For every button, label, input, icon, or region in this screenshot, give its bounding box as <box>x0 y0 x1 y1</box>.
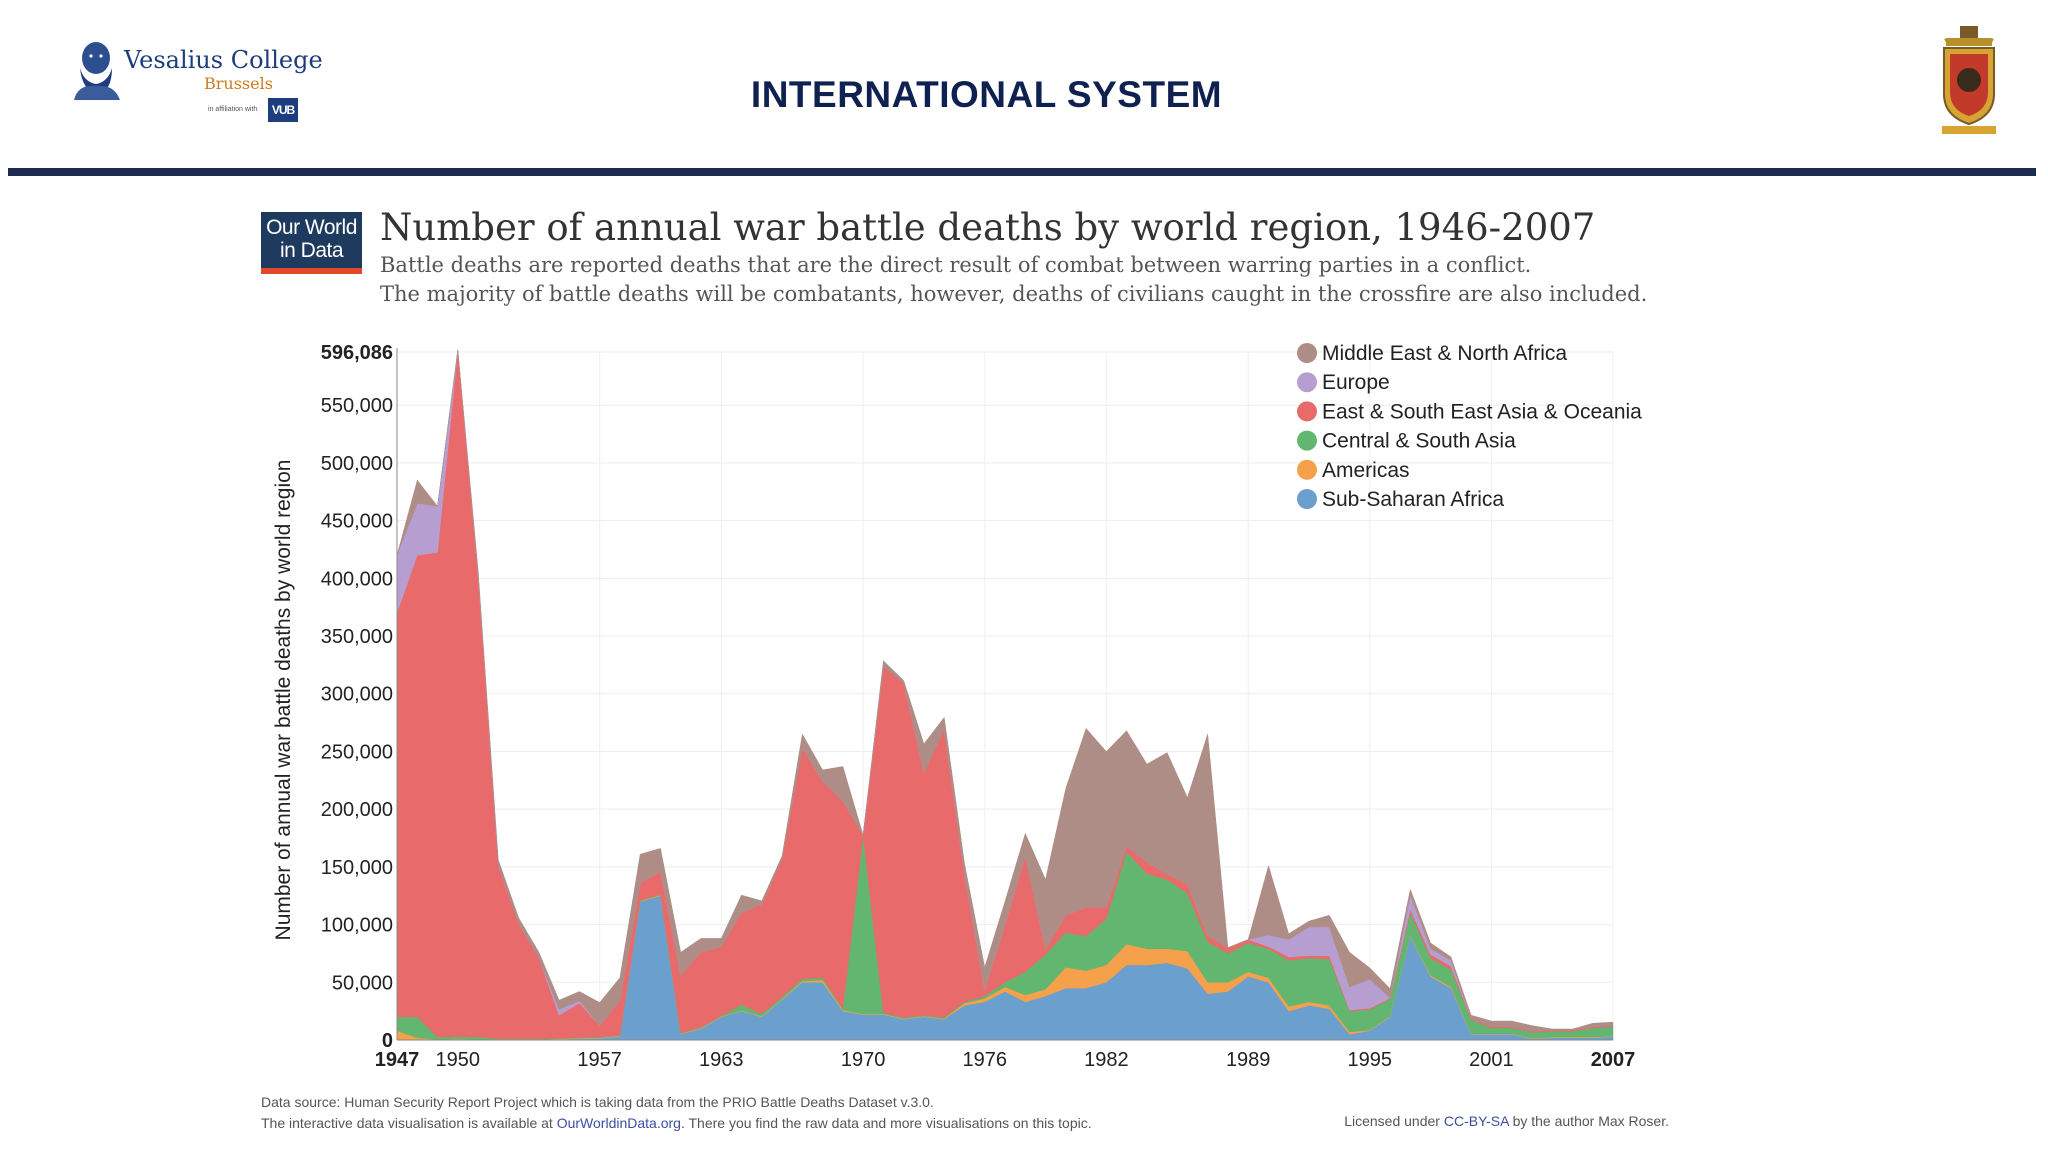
vub-badge: VUB <box>268 98 298 122</box>
y-tick-label: 550,000 <box>321 395 393 417</box>
x-tick-label: 1957 <box>577 1049 622 1071</box>
y-tick-label: 500,000 <box>321 453 393 475</box>
legend-label: Middle East & North Africa <box>1322 342 1567 365</box>
interactive-suffix: . There you find the raw data and more v… <box>680 1115 1092 1131</box>
legend-swatch <box>1297 489 1317 509</box>
college-name: Vesalius College <box>124 46 323 74</box>
chart-subtitle: Battle deaths are reported deaths that a… <box>380 251 1647 309</box>
x-tick-label: 1950 <box>436 1049 481 1071</box>
area-series-east-south-east-asia-oceania <box>396 349 1614 1040</box>
legend-label: Sub-Saharan Africa <box>1322 488 1504 511</box>
x-tick-label: 1989 <box>1226 1049 1271 1071</box>
vesalius-portrait-icon <box>74 42 120 100</box>
y-tick-label: 250,000 <box>321 741 393 763</box>
y-tick-label: 450,000 <box>321 511 393 533</box>
owid-link[interactable]: OurWorldinData.org <box>556 1115 681 1131</box>
x-tick-label: 1970 <box>841 1049 886 1071</box>
legend-swatch <box>1297 343 1317 363</box>
legend-label: Central & South Asia <box>1322 430 1516 453</box>
x-tick-label: 1963 <box>699 1049 744 1071</box>
source-line: Data source: Human Security Report Proje… <box>261 1094 934 1110</box>
y-tick-label: 350,000 <box>321 626 393 648</box>
y-tick-label: 200,000 <box>321 799 393 821</box>
legend-swatch <box>1297 430 1317 451</box>
crest-icon <box>1942 26 1996 134</box>
license-note: Licensed under CC-BY-SA by the author Ma… <box>1344 1113 1669 1129</box>
x-tick-label: 1947 <box>375 1049 420 1071</box>
y-tick-label: 150,000 <box>321 857 393 879</box>
interactive-prefix: The interactive data visualisation is av… <box>261 1115 557 1131</box>
legend-swatch <box>1297 372 1317 393</box>
legend-label: East & South East Asia & Oceania <box>1322 400 1642 423</box>
legend-swatch <box>1297 401 1317 422</box>
legend-label: Americas <box>1322 459 1410 482</box>
subtitle-line-2: The majority of battle deaths will be co… <box>380 282 1648 306</box>
interactive-line: The interactive data visualisation is av… <box>261 1113 1092 1134</box>
subtitle-line-1: Battle deaths are reported deaths that a… <box>380 253 1532 277</box>
legend-label: Europe <box>1322 371 1390 394</box>
college-city: Brussels <box>204 74 273 93</box>
logo-line-2: in Data <box>279 239 344 262</box>
vesalius-college-logo: Vesalius College Brussels in affiliation… <box>68 34 323 134</box>
affiliation-text: in affiliation with <box>208 106 258 113</box>
license-prefix: Licensed under <box>1344 1113 1444 1129</box>
legend-swatch <box>1297 459 1317 480</box>
slide-title: INTERNATIONAL SYSTEM <box>750 74 1223 115</box>
stacked-area-chart: 596,086 550,000 500,000 450,000 400,000 350,0… <box>321 342 1642 1071</box>
y-tick-label: 300,000 <box>321 684 393 706</box>
chart-title: Number of annual war battle deaths by wo… <box>380 206 1596 249</box>
our-world-in-data-logo: Our World in Data <box>261 212 362 274</box>
license-suffix: by the author Max Roser. <box>1508 1113 1669 1129</box>
x-tick-label: 2007 <box>1591 1049 1636 1071</box>
data-source-note: Data source: Human Security Report Proje… <box>261 1092 1092 1134</box>
license-link[interactable]: CC-BY-SA <box>1443 1113 1509 1129</box>
y-tick-label: 596,086 <box>321 342 393 364</box>
header-divider <box>8 168 2036 176</box>
x-tick-label: 1976 <box>962 1049 1007 1071</box>
x-tick-label: 1982 <box>1084 1049 1129 1071</box>
x-tick-label: 2001 <box>1469 1049 1514 1071</box>
y-tick-label: 400,000 <box>321 568 393 590</box>
y-tick-label: 50,000 <box>332 972 393 994</box>
logo-line-1: Our World <box>266 216 357 239</box>
x-tick-label: 1995 <box>1348 1049 1393 1071</box>
area-series-middle-east-north-africa <box>396 349 1614 1032</box>
y-tick-label: 100,000 <box>321 915 393 937</box>
y-tick-label: 0 <box>382 1030 393 1052</box>
